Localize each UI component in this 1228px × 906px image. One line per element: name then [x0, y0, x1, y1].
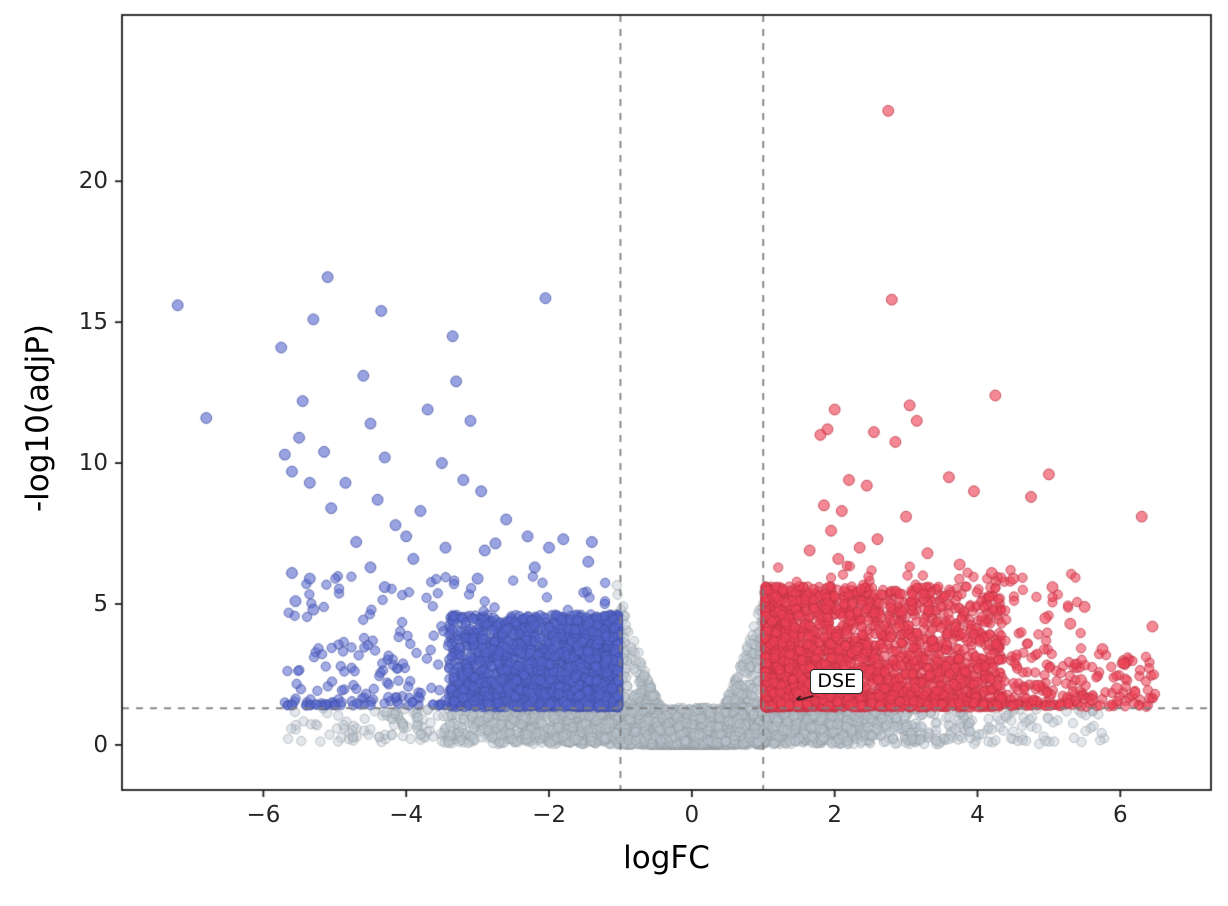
y-tick-label: 5	[93, 591, 108, 617]
x-tick-label: 4	[970, 802, 985, 828]
x-tick-label: −6	[246, 802, 281, 828]
y-tick-label: 0	[93, 731, 108, 758]
y-tick-label: 10	[78, 450, 108, 477]
annotation-label: DSE	[810, 668, 864, 694]
y-tick-label: 20	[78, 168, 108, 195]
x-tick-label: −4	[389, 802, 424, 828]
x-tick-label: 6	[1112, 802, 1128, 828]
x-tick-label: −2	[532, 802, 566, 828]
y-axis-label: -log10(adjP)	[20, 323, 56, 512]
x-tick-label: 0	[684, 802, 700, 828]
x-axis-label: logFC	[623, 840, 710, 876]
x-tick-label: 2	[827, 802, 842, 828]
y-tick-label: 15	[78, 309, 108, 336]
